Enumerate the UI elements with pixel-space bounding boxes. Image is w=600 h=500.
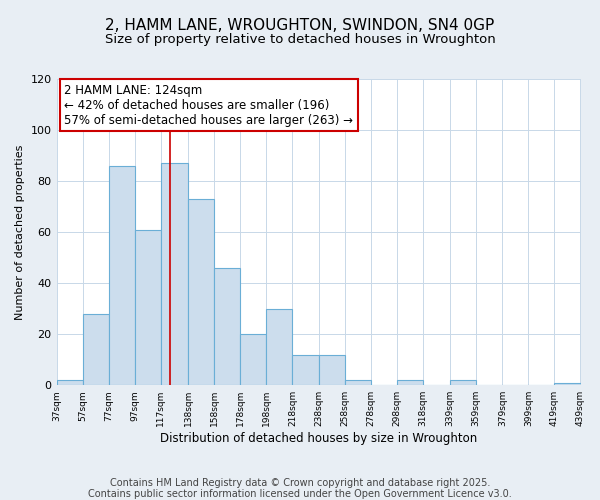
Bar	[292, 354, 319, 385]
Bar	[56, 380, 83, 385]
Bar	[344, 380, 371, 385]
Bar	[214, 268, 241, 385]
Text: 2, HAMM LANE, WROUGHTON, SWINDON, SN4 0GP: 2, HAMM LANE, WROUGHTON, SWINDON, SN4 0G…	[106, 18, 494, 32]
Bar	[241, 334, 266, 385]
Text: 2 HAMM LANE: 124sqm
← 42% of detached houses are smaller (196)
57% of semi-detac: 2 HAMM LANE: 124sqm ← 42% of detached ho…	[64, 84, 353, 126]
Bar	[161, 163, 188, 385]
Bar	[266, 308, 292, 385]
Bar	[135, 230, 161, 385]
Bar	[83, 314, 109, 385]
Bar	[188, 199, 214, 385]
Bar	[450, 380, 476, 385]
Bar	[554, 382, 581, 385]
Text: Contains public sector information licensed under the Open Government Licence v3: Contains public sector information licen…	[88, 489, 512, 499]
Y-axis label: Number of detached properties: Number of detached properties	[15, 144, 25, 320]
X-axis label: Distribution of detached houses by size in Wroughton: Distribution of detached houses by size …	[160, 432, 477, 445]
Text: Contains HM Land Registry data © Crown copyright and database right 2025.: Contains HM Land Registry data © Crown c…	[110, 478, 490, 488]
Bar	[397, 380, 423, 385]
Text: Size of property relative to detached houses in Wroughton: Size of property relative to detached ho…	[104, 32, 496, 46]
Bar	[109, 166, 135, 385]
Bar	[319, 354, 344, 385]
